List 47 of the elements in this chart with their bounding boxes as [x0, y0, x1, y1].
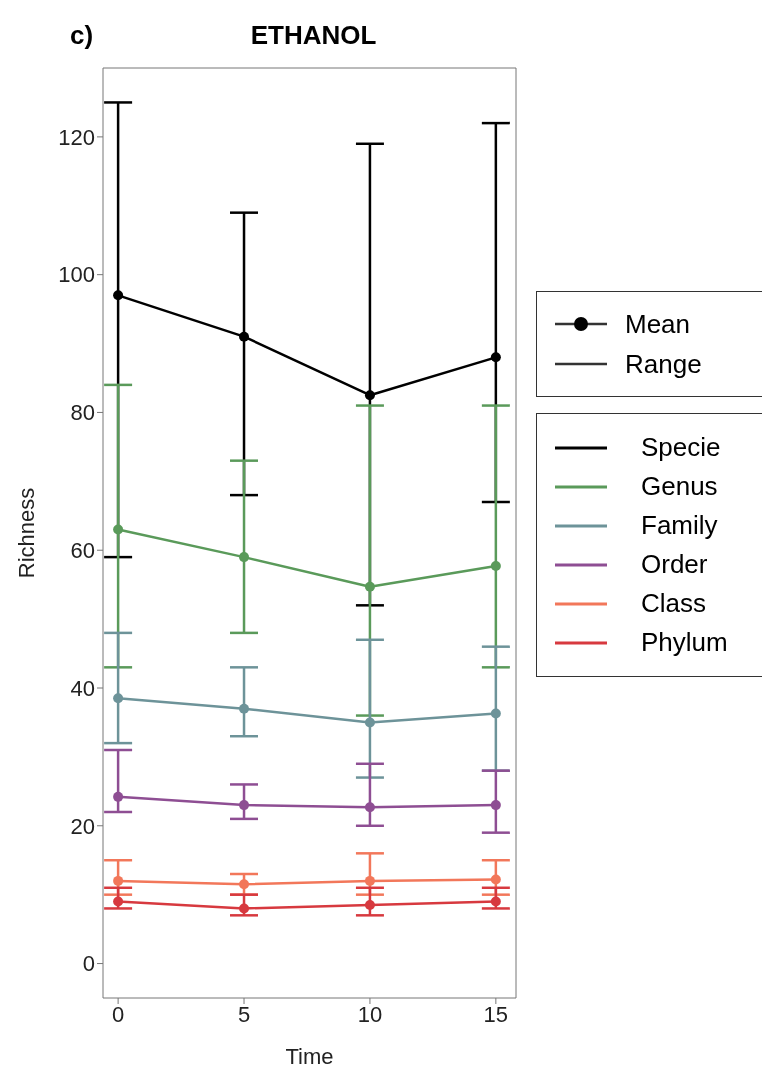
text: Mean	[625, 308, 691, 340]
y-tick-label: 20	[70, 813, 95, 839]
point	[364, 802, 375, 813]
y-tick-label: 40	[70, 675, 95, 701]
point	[113, 290, 124, 301]
x-tick-label: 10	[357, 1001, 383, 1027]
point	[490, 352, 501, 363]
point	[490, 561, 501, 572]
x-tick-label: 5	[237, 1001, 251, 1027]
point	[239, 879, 250, 890]
point	[490, 874, 501, 885]
point	[364, 581, 375, 592]
legend-label: Order	[641, 549, 708, 580]
x-tick-label: 0	[111, 1001, 125, 1027]
legend-label: Family	[641, 510, 718, 541]
point	[490, 896, 501, 907]
point	[239, 703, 250, 714]
x-tick-label: 15	[483, 1001, 509, 1027]
point	[239, 903, 250, 914]
x-axis-title: Time	[285, 1044, 334, 1069]
y-tick-label: 100	[58, 262, 95, 288]
text: Range	[625, 348, 702, 380]
y-axis-title: Richness	[13, 487, 39, 579]
point	[113, 524, 124, 535]
point	[364, 717, 375, 728]
y-tick-label: 0	[82, 951, 95, 977]
point	[364, 390, 375, 401]
point	[113, 693, 124, 704]
point	[490, 708, 501, 719]
point	[113, 875, 124, 886]
y-tick-label: 80	[70, 400, 95, 426]
point	[113, 896, 124, 907]
legend-label: Genus	[641, 471, 718, 502]
point	[239, 552, 250, 563]
point	[364, 875, 375, 886]
point	[364, 900, 375, 910]
y-tick-label: 120	[58, 124, 95, 150]
legend-label: Class	[641, 588, 707, 619]
y-tick-label: 60	[70, 538, 95, 564]
legend-label: Phylum	[641, 627, 728, 658]
point	[239, 800, 250, 811]
point	[490, 800, 501, 811]
text: c)	[70, 20, 94, 51]
legend-label: Specie	[641, 432, 721, 463]
point	[113, 791, 124, 802]
point	[239, 331, 250, 342]
chart-title: ETHANOL	[249, 20, 378, 51]
